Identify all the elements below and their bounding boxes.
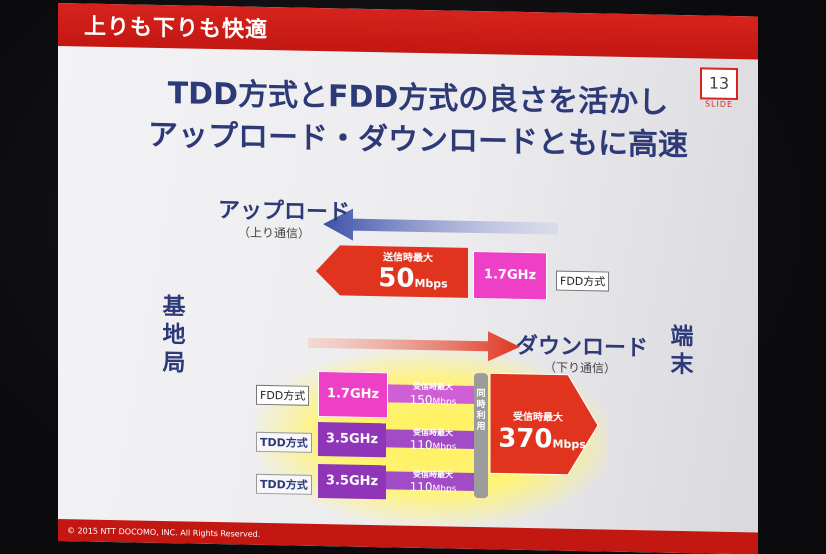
row2-mode-tag: TDD方式	[256, 431, 312, 453]
download-sublabel: （下り通信）	[544, 360, 617, 376]
download-total-arrow	[489, 372, 599, 476]
row3-speed: 110Mbps	[396, 479, 470, 495]
row3-speed-number: 110	[409, 479, 433, 495]
row2-band-box: 3.5GHz	[318, 421, 386, 458]
download-total-unit: Mbps	[552, 437, 586, 452]
upload-speed-unit: Mbps	[414, 276, 448, 291]
row1-speed: 150Mbps	[396, 392, 470, 408]
download-label: ダウンロード	[516, 333, 649, 362]
download-total-value: 370Mbps	[494, 423, 590, 460]
presentation-slide: 上りも下りも快適 13 SLIDE TDD方式とFDD方式の良さを活かし アップ…	[58, 3, 758, 554]
upload-label: アップロード	[218, 198, 351, 226]
row1-band-box: 1.7GHz	[318, 370, 388, 419]
diagram-arrows	[308, 208, 599, 499]
upload-band-box: 1.7GHz	[473, 250, 547, 301]
row1-speed-number: 150	[409, 392, 433, 408]
row3-speed-unit: Mbps	[432, 484, 457, 495]
upload-direction-arrow	[323, 208, 558, 241]
upload-speed-number: 50	[378, 263, 415, 294]
terminal-label: 端末	[670, 323, 694, 379]
simultaneous-use-bar	[474, 373, 488, 499]
download-total-label: 受信時最大	[513, 411, 563, 424]
simultaneous-use-label: 同時利用	[476, 389, 486, 433]
upload-max-value: 50Mbps	[358, 263, 468, 300]
row3-band-connector	[358, 470, 483, 492]
row3-band-box: 3.5GHz	[318, 463, 386, 500]
row1-mode-tag: FDD方式	[256, 384, 310, 406]
row2-band-connector	[358, 428, 483, 450]
row2-speed: 110Mbps	[396, 437, 470, 453]
row3-mode-tag: TDD方式	[256, 473, 312, 495]
upload-sublabel: （上り通信）	[238, 225, 311, 241]
row1-band-connector	[358, 383, 483, 405]
row1-max-label: 受信時最大	[413, 381, 453, 392]
row2-speed-number: 110	[409, 437, 433, 453]
row1-speed-unit: Mbps	[432, 397, 457, 408]
upload-mode-tag: FDD方式	[556, 270, 610, 292]
upload-speed-arrow	[316, 245, 468, 298]
download-direction-arrow	[308, 331, 520, 362]
row2-speed-unit: Mbps	[432, 442, 457, 453]
base-station-label: 基地局	[162, 294, 186, 377]
download-total-number: 370	[498, 423, 553, 455]
